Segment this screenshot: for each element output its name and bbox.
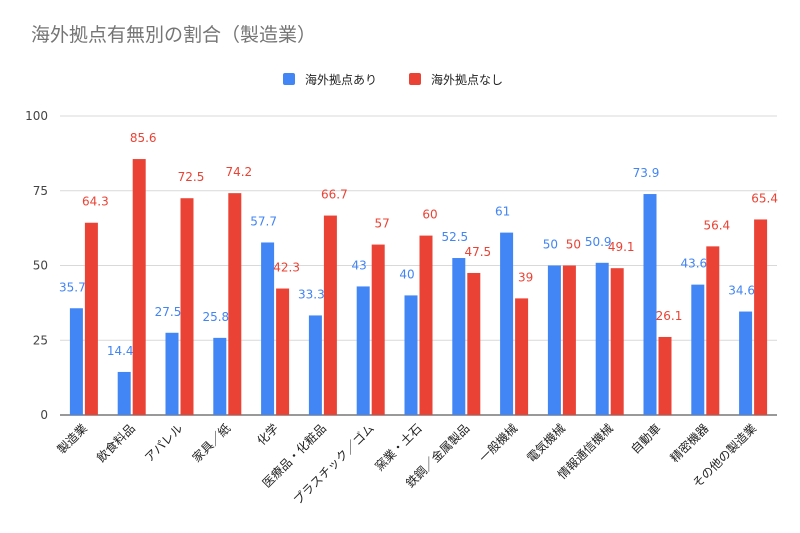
bar: [754, 219, 768, 415]
bar: [562, 265, 576, 415]
data-label: 42.3: [273, 261, 300, 275]
bar: [500, 232, 514, 415]
legend-swatch: [283, 73, 295, 85]
data-label: 50.9: [585, 235, 612, 249]
category-label: 窯業・土石: [372, 421, 425, 474]
bar: [84, 222, 98, 415]
data-label: 27.5: [155, 305, 182, 319]
data-label: 14.4: [107, 344, 134, 358]
category-label: アパレル: [142, 421, 186, 465]
category-label: 化学: [254, 421, 282, 449]
category-label: 一般機械: [476, 421, 521, 466]
data-label: 56.4: [703, 218, 730, 232]
bar: [165, 332, 179, 415]
y-tick-label: 75: [33, 184, 48, 198]
y-tick-label: 0: [40, 408, 48, 422]
bar: [515, 298, 529, 415]
data-label: 85.6: [130, 131, 157, 145]
data-label: 66.7: [321, 188, 348, 202]
data-label: 64.3: [82, 195, 109, 209]
bar: [739, 311, 753, 415]
legend-label: 海外拠点あり: [305, 72, 377, 87]
bar: [323, 215, 337, 415]
data-label: 43.6: [680, 257, 707, 271]
data-label: 50: [543, 238, 558, 252]
bar: [276, 288, 290, 415]
bar: [691, 284, 705, 415]
y-tick-label: 50: [33, 259, 48, 273]
y-tick-label: 25: [33, 333, 48, 347]
data-label: 72.5: [178, 170, 205, 184]
bar: [261, 242, 275, 415]
bar: [308, 315, 322, 415]
category-label: 電気機械: [523, 421, 568, 466]
data-label: 47.5: [464, 245, 491, 259]
bar: [213, 337, 227, 415]
bar: [419, 235, 433, 415]
bar: [547, 265, 561, 415]
data-label: 26.1: [656, 309, 683, 323]
bar: [467, 272, 481, 415]
bar: [132, 159, 146, 415]
bar: [371, 244, 385, 415]
data-label: 40: [399, 267, 414, 281]
chart-title: 海外拠点有無別の割合（製造業）: [31, 24, 317, 46]
data-label: 57.7: [250, 214, 277, 228]
data-label: 25.8: [202, 310, 229, 324]
data-label: 57: [375, 217, 390, 231]
bar: [117, 371, 131, 415]
data-label: 60: [422, 208, 437, 222]
data-label: 39: [518, 270, 533, 284]
legend-swatch: [409, 73, 421, 85]
data-label: 34.6: [728, 284, 755, 298]
bar: [643, 194, 657, 415]
category-label: 製造業: [55, 421, 90, 456]
data-label: 74.2: [225, 165, 252, 179]
y-tick-label: 100: [25, 109, 48, 123]
data-label: 65.4: [751, 191, 778, 205]
data-label: 52.5: [441, 230, 468, 244]
category-label: 飲食料品: [93, 421, 138, 466]
bar: [658, 336, 672, 415]
bar: [228, 193, 242, 415]
data-label: 43: [352, 258, 367, 272]
bar: [180, 198, 194, 415]
data-label: 61: [495, 205, 510, 219]
data-label: 33.3: [298, 287, 325, 301]
category-label: 精密機器: [667, 421, 712, 466]
legend-label: 海外拠点なし: [431, 72, 503, 87]
bar: [610, 268, 624, 415]
bar: [69, 308, 83, 415]
category-label: 家具／紙: [189, 421, 234, 466]
data-label: 49.1: [608, 240, 635, 254]
bar: [404, 295, 418, 415]
data-label: 73.9: [633, 166, 660, 180]
bar: [595, 262, 609, 415]
category-label: 自動車: [628, 421, 663, 456]
bar: [706, 246, 720, 415]
category-label: プラスチック／ゴム: [290, 421, 377, 508]
data-label: 35.7: [59, 280, 86, 294]
bar: [452, 258, 466, 415]
data-label: 50: [566, 238, 581, 252]
bar: [356, 286, 370, 415]
